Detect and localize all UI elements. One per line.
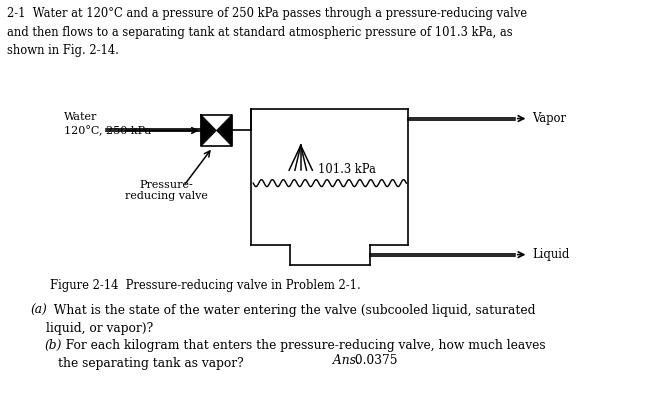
Polygon shape	[201, 115, 216, 146]
Text: (b): (b)	[44, 339, 61, 352]
Text: reducing valve: reducing valve	[125, 191, 208, 201]
Text: Water: Water	[64, 111, 98, 122]
Text: Figure 2-14  Pressure-reducing valve in Problem 2-1.: Figure 2-14 Pressure-reducing valve in P…	[50, 279, 361, 292]
Text: 120°C, 250 kPa: 120°C, 250 kPa	[64, 125, 151, 136]
Text: For each kilogram that enters the pressure-reducing valve, how much leaves
the s: For each kilogram that enters the pressu…	[58, 339, 545, 370]
Text: 0.0375: 0.0375	[351, 354, 398, 367]
Text: What is the state of the water entering the valve (subcooled liquid, saturated
l: What is the state of the water entering …	[46, 304, 535, 335]
Polygon shape	[216, 115, 232, 146]
Text: Liquid: Liquid	[533, 248, 570, 261]
Text: 2-1  Water at 120°C and a pressure of 250 kPa passes through a pressure-reducing: 2-1 Water at 120°C and a pressure of 250…	[7, 7, 527, 57]
Text: (a): (a)	[31, 304, 47, 317]
Text: 101.3 kPa: 101.3 kPa	[318, 163, 376, 176]
Text: Pressure-: Pressure-	[139, 180, 193, 190]
Text: Vapor: Vapor	[533, 112, 566, 125]
Text: Ans.: Ans.	[329, 354, 360, 367]
